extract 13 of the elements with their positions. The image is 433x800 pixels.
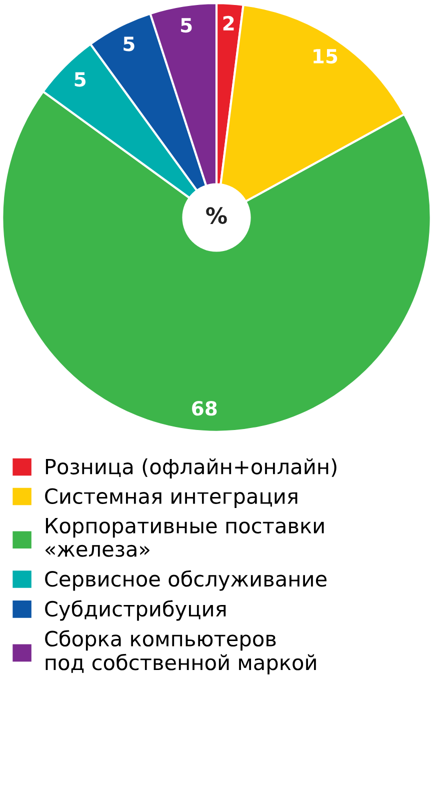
legend-label: Сервисное обслуживание (45, 570, 326, 591)
data-label: 68 (192, 400, 217, 416)
data-label: 5 (74, 72, 86, 87)
text: % (206, 207, 227, 224)
legend-label: Розница (офлайн+онлайн) (46, 458, 336, 478)
legend-label: Сборка компьютеров под собственной маркой (45, 630, 316, 674)
data-label: 2 (223, 16, 234, 30)
data-label: 5 (124, 36, 134, 52)
legend-label: Корпоративные поставки «железа» (46, 518, 324, 557)
legend-label: Субдистрибуция (45, 600, 226, 621)
legend-label: Системная интеграция (45, 488, 298, 508)
data-label: 15 (314, 49, 338, 64)
data-label: 5 (181, 18, 192, 33)
